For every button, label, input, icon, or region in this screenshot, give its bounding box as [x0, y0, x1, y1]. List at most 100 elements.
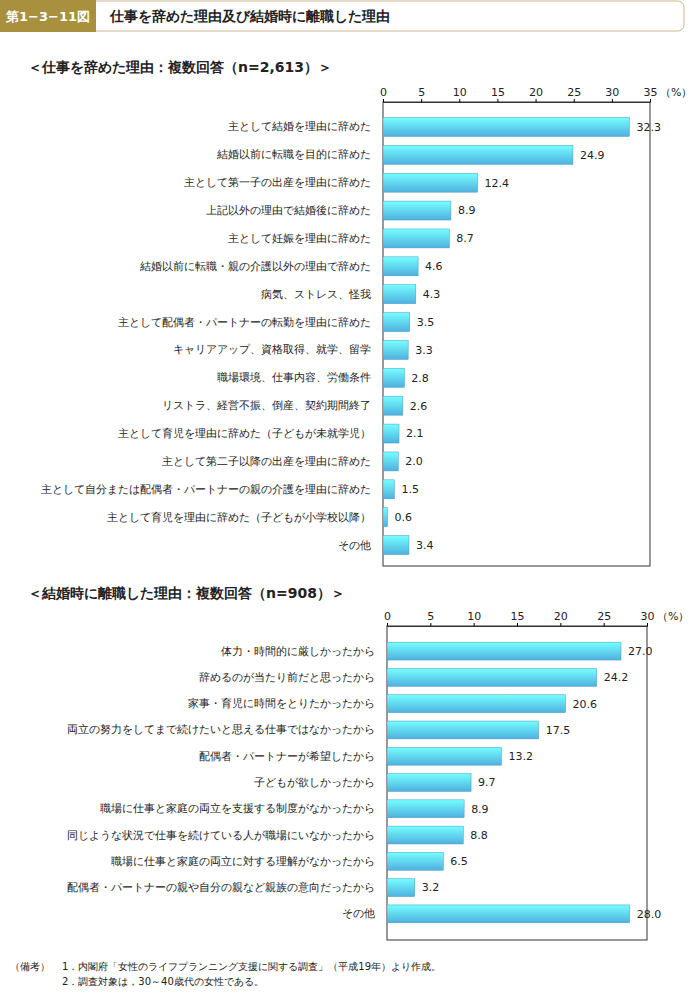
value-axis: 05101520253035: [380, 86, 658, 103]
tick-mark: [497, 99, 498, 102]
data-label: 8.9: [458, 204, 476, 217]
value-tick: 15: [491, 86, 505, 102]
category-tick: 配偶者・パートナーが希望したから: [199, 750, 387, 763]
tick-mark: [650, 99, 651, 102]
category-label: 同じような状況で仕事を続けている人が職場にいなかったから: [67, 829, 375, 842]
bar: [383, 396, 403, 415]
bar: [383, 145, 573, 164]
plot-frame: [387, 626, 647, 940]
category-tick: リストラ、経営不振、倒産、契約期間終了: [162, 399, 383, 412]
bar: [383, 424, 399, 443]
value-tick: 30: [605, 86, 619, 102]
data-label: 20.6: [573, 698, 598, 711]
category-label: 職場に仕事と家庭の両立を支援する制度がなかったから: [100, 802, 375, 815]
tick-label: 20: [529, 86, 543, 99]
data-label: 8.8: [470, 829, 488, 842]
category-tick: 配偶者・パートナーの親や自分の親など親族の意向だったから: [67, 881, 387, 894]
category-tick: 上記以外の理由で結婚後に辞めた: [206, 204, 383, 217]
chart: ＜結婚時に離職した理由：複数回答（n=908）＞27.024.220.617.5…: [28, 585, 689, 940]
value-tick: 5: [418, 86, 425, 102]
category-axis: 体力・時間的に厳しかったから辞めるのが当たり前だと思ったから家事・育児に時間をと…: [67, 645, 387, 921]
bars: [383, 117, 629, 554]
value-tick: 5: [427, 610, 434, 626]
data-label: 9.7: [478, 776, 496, 789]
category-tick: 主として育児を理由に辞めた（子どもが小学校以降）: [107, 511, 383, 524]
category-label: キャリアアップ、資格取得、就学、留学: [173, 343, 371, 356]
tick-mark: [474, 623, 475, 626]
bar: [387, 879, 415, 897]
axis-unit: （%）: [660, 86, 691, 99]
bar: [383, 480, 394, 499]
data-labels: 27.024.220.617.513.29.78.98.86.53.228.0: [422, 645, 661, 921]
bars: [387, 642, 630, 923]
category-label: 主として結婚を理由に辞めた: [228, 120, 371, 133]
category-tick: 主として配偶者・パートナーの転勤を理由に辞めた: [118, 316, 383, 329]
data-label: 3.2: [422, 881, 440, 894]
category-label: リストラ、経営不振、倒産、契約期間終了: [162, 399, 371, 412]
category-label: 両立の努力をしてまで続けたいと思える仕事ではなかったから: [67, 723, 375, 736]
value-tick: 10: [467, 610, 481, 626]
notes: （備考） 1．内閣府「女性のライフプランニング支援に関する調査」（平成19年）より…: [10, 961, 441, 987]
tick-label: 25: [597, 610, 611, 623]
bar: [387, 774, 471, 792]
bar: [383, 201, 451, 220]
bar: [383, 536, 409, 555]
category-tick: 職場に仕事と家庭の両立に対する理解がなかったから: [111, 855, 387, 868]
data-label: 4.6: [425, 260, 443, 273]
bar: [383, 340, 408, 359]
tick-label: 5: [418, 86, 425, 99]
bar: [387, 852, 443, 870]
data-label: 8.7: [456, 232, 474, 245]
category-label: 子どもが欲しかったから: [254, 776, 375, 789]
bar: [387, 905, 630, 923]
tick-label: 25: [567, 86, 581, 99]
value-tick: 15: [511, 610, 525, 626]
value-tick: 10: [453, 86, 467, 102]
value-tick: 25: [567, 86, 581, 102]
tick-label: 5: [427, 610, 434, 623]
category-label: 病気、ストレス、怪我: [261, 288, 371, 301]
category-label: 主として第一子の出産を理由に辞めた: [184, 176, 371, 189]
category-label: 配偶者・パートナーの親や自分の親など親族の意向だったから: [67, 881, 375, 894]
category-tick: その他: [342, 907, 387, 920]
tick-label: 0: [384, 610, 391, 623]
bar: [383, 313, 410, 332]
tick-mark: [647, 623, 648, 626]
tick-label: 10: [453, 86, 467, 99]
category-tick: 結婚以前に転職を目的に辞めた: [216, 148, 383, 161]
bar: [383, 508, 388, 527]
bar: [387, 642, 621, 660]
tick-mark: [517, 623, 518, 626]
tick-label: 15: [491, 86, 505, 99]
category-label: その他: [342, 907, 375, 920]
bar: [383, 257, 418, 276]
tick-label: 20: [554, 610, 568, 623]
category-label: 結婚以前に転職を目的に辞めた: [216, 148, 371, 161]
category-label: 主として第二子以降の出産を理由に辞めた: [162, 455, 371, 468]
category-tick: 主として第一子の出産を理由に辞めた: [184, 176, 383, 189]
data-label: 2.1: [406, 427, 424, 440]
category-label: 辞めるのが当たり前だと思ったから: [199, 671, 375, 684]
data-label: 3.5: [417, 316, 435, 329]
tick-label: 0: [380, 86, 387, 99]
data-label: 1.5: [401, 483, 419, 496]
tick-mark: [604, 623, 605, 626]
chart: ＜仕事を辞めた理由：複数回答（n=2,613）＞32.324.912.48.98…: [28, 59, 691, 566]
category-tick: 主として育児を理由に辞めた（子どもが未就学児）: [118, 427, 383, 440]
bar: [387, 826, 463, 844]
data-label: 6.5: [450, 855, 468, 868]
chart-title: ＜結婚時に離職した理由：複数回答（n=908）＞: [28, 585, 345, 601]
value-tick: 30: [641, 610, 655, 626]
note: 1．内閣府「女性のライフプランニング支援に関する調査」（平成19年）より作成。: [62, 961, 441, 972]
tick-label: 15: [511, 610, 525, 623]
bar: [387, 747, 501, 765]
category-tick: 主として妊娠を理由に辞めた: [228, 232, 383, 245]
category-tick: 主として結婚を理由に辞めた: [228, 120, 383, 133]
category-tick: 職場環境、仕事内容、労働条件: [217, 371, 383, 384]
category-label: 職場環境、仕事内容、労働条件: [217, 371, 371, 384]
category-label: 主として配偶者・パートナーの転勤を理由に辞めた: [118, 316, 371, 329]
category-tick: 主として第二子以降の出産を理由に辞めた: [162, 455, 383, 468]
category-label: 主として育児を理由に辞めた（子どもが未就学児）: [118, 427, 371, 440]
notes-label: （備考）: [10, 961, 50, 972]
data-label: 24.2: [604, 671, 629, 684]
